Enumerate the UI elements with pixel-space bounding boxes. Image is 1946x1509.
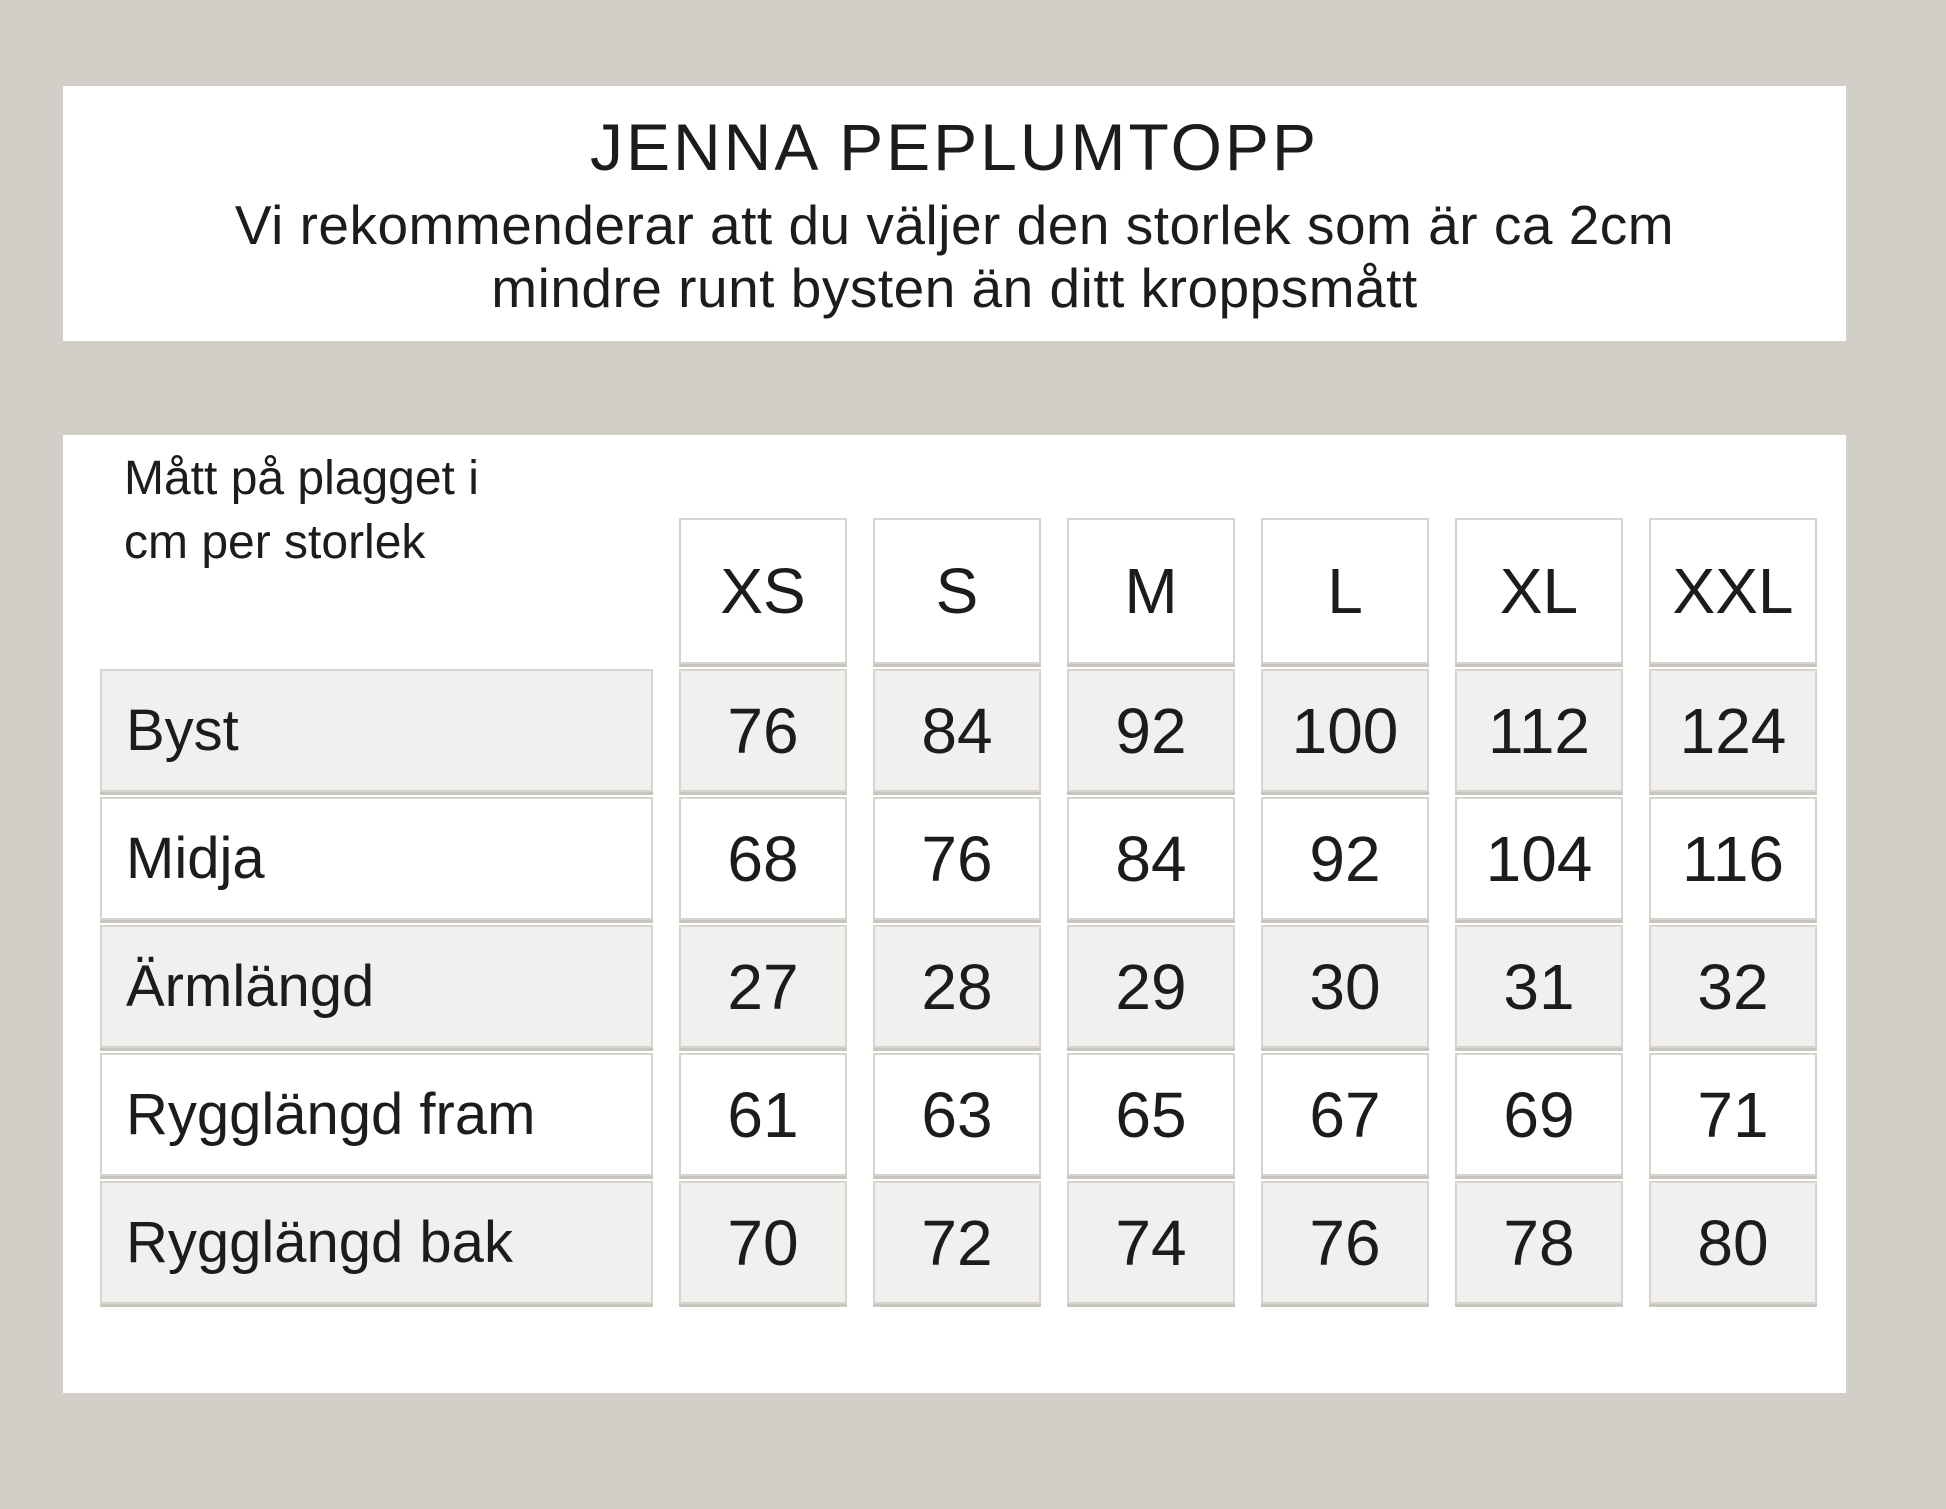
value-cell-rygglangd-bak-l: 76 (1261, 1181, 1429, 1304)
measure-unit-header-line2: cm per storlek (124, 516, 426, 569)
value-cell-armlangd-xs: 27 (679, 925, 847, 1048)
value-cell-byst-xl: 112 (1455, 669, 1623, 792)
size-header-xl: XL (1455, 518, 1623, 664)
value-cell-rygglangd-bak-xl: 78 (1455, 1181, 1623, 1304)
value-cell-armlangd-xl: 31 (1455, 925, 1623, 1048)
row-label-midja: Midja (100, 797, 653, 920)
value-cell-midja-l: 92 (1261, 797, 1429, 920)
value-cell-armlangd-s: 28 (873, 925, 1041, 1048)
value-cell-rygglangd-fram-m: 65 (1067, 1053, 1235, 1176)
value-cell-byst-m: 92 (1067, 669, 1235, 792)
size-recommendation-text: Vi rekommenderar att du väljer den storl… (63, 194, 1846, 320)
value-cell-armlangd-l: 30 (1261, 925, 1429, 1048)
size-header-xs: XS (679, 518, 847, 664)
row-label-armlangd: Ärmlängd (100, 925, 653, 1048)
value-cell-rygglangd-fram-s: 63 (873, 1053, 1041, 1176)
product-title: JENNA PEPLUMTOPP (590, 110, 1319, 184)
value-cell-rygglangd-bak-m: 74 (1067, 1181, 1235, 1304)
value-cell-midja-xl: 104 (1455, 797, 1623, 920)
value-cell-rygglangd-bak-xxl: 80 (1649, 1181, 1817, 1304)
row-label-byst: Byst (100, 669, 653, 792)
row-label-rygglangd-bak: Rygglängd bak (100, 1181, 653, 1304)
size-header-m: M (1067, 518, 1235, 664)
value-cell-rygglangd-bak-xs: 70 (679, 1181, 847, 1304)
size-table: Mått på plagget i cm per storlek XS S M L… (100, 435, 1846, 1304)
value-cell-rygglangd-fram-xl: 69 (1455, 1053, 1623, 1176)
value-cell-byst-s: 84 (873, 669, 1041, 792)
row-label-rygglangd-fram: Rygglängd fram (100, 1053, 653, 1176)
header-panel: JENNA PEPLUMTOPP Vi rekommenderar att du… (63, 86, 1846, 341)
size-table-panel: Mått på plagget i cm per storlek XS S M L… (63, 435, 1846, 1393)
value-cell-midja-m: 84 (1067, 797, 1235, 920)
size-header-l: L (1261, 518, 1429, 664)
size-header-s: S (873, 518, 1041, 664)
value-cell-rygglangd-fram-xs: 61 (679, 1053, 847, 1176)
value-cell-midja-xxl: 116 (1649, 797, 1817, 920)
measure-unit-header: Mått på plagget i cm per storlek (100, 435, 653, 664)
size-header-xxl: XXL (1649, 518, 1817, 664)
value-cell-midja-xs: 68 (679, 797, 847, 920)
value-cell-rygglangd-fram-xxl: 71 (1649, 1053, 1817, 1176)
value-cell-rygglangd-fram-l: 67 (1261, 1053, 1429, 1176)
value-cell-armlangd-xxl: 32 (1649, 925, 1817, 1048)
value-cell-armlangd-m: 29 (1067, 925, 1235, 1048)
value-cell-byst-xxl: 124 (1649, 669, 1817, 792)
measure-unit-header-line1: Mått på plagget i (124, 452, 479, 505)
size-recommendation-line1: Vi rekommenderar att du väljer den storl… (234, 194, 1675, 256)
value-cell-byst-xs: 76 (679, 669, 847, 792)
value-cell-rygglangd-bak-s: 72 (873, 1181, 1041, 1304)
value-cell-byst-l: 100 (1261, 669, 1429, 792)
size-recommendation-line2: mindre runt bysten än ditt kroppsmått (491, 257, 1418, 319)
value-cell-midja-s: 76 (873, 797, 1041, 920)
